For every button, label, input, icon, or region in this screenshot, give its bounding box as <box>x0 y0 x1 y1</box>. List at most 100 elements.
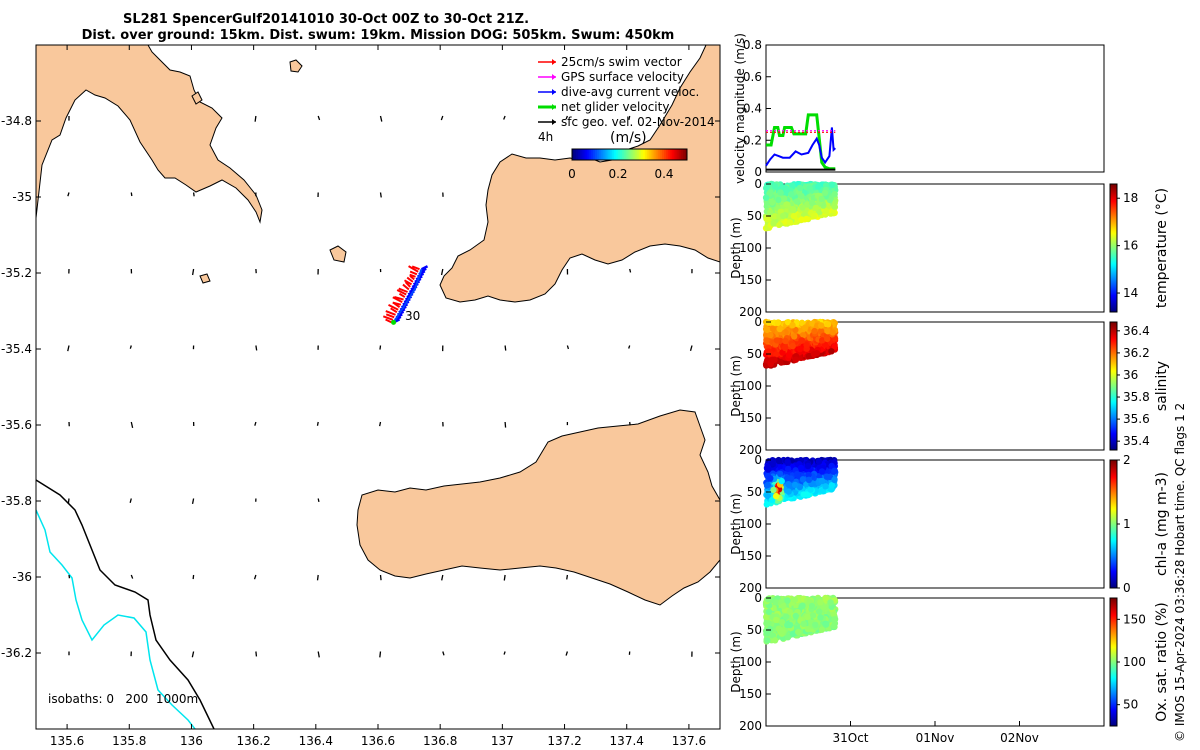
section-colorbar-segment <box>1110 340 1117 343</box>
section-colorbar-segment <box>1110 498 1117 501</box>
section-colorbar-segment <box>1110 380 1117 383</box>
section-colorbar-segment <box>1110 344 1117 347</box>
section-colorbar-segment <box>1110 536 1117 539</box>
surface-velocity-arrow <box>689 345 693 351</box>
colorbar-segment <box>642 149 646 160</box>
section-colorbar-segment <box>1110 356 1117 359</box>
section-colorbar-segment <box>1110 346 1117 349</box>
section-colorbar-segment <box>1110 682 1117 685</box>
section-colorbar-segment <box>1110 552 1117 555</box>
section-colorbar-segment <box>1110 512 1117 515</box>
map-y-tick-label: -35.2 <box>1 266 32 280</box>
track-day-label: 30 <box>405 309 420 323</box>
section-colorbar-segment <box>1110 294 1117 297</box>
surface-velocity-arrow <box>503 651 506 655</box>
section-datapoint <box>824 335 831 343</box>
section-colorbar-segment <box>1110 256 1117 259</box>
velocity-y-tick-label: 0.2 <box>743 133 762 147</box>
section-datapoint <box>791 333 798 340</box>
section-datapoint <box>809 320 816 327</box>
map-y-tick-label: -36 <box>12 570 32 584</box>
section-colorbar-segment <box>1110 642 1117 645</box>
section-colorbar-segment <box>1110 328 1117 331</box>
section-datapoint <box>829 329 836 336</box>
section-colorbar-segment <box>1110 560 1117 563</box>
surface-velocity-arrow <box>129 498 132 503</box>
section-colorbar-segment <box>1110 184 1117 187</box>
colorbar-segment <box>633 149 636 160</box>
colorbar-segment <box>589 149 592 160</box>
section-datapoint <box>803 215 810 223</box>
section-colorbar-tick-label: 14 <box>1123 286 1138 300</box>
colorbar-segment <box>602 149 606 160</box>
surface-velocity-arrow <box>628 115 631 121</box>
section-datapoint <box>799 204 806 211</box>
land-kangaroo-island <box>356 409 720 606</box>
swim-vector <box>392 301 402 306</box>
swim-vector <box>403 279 413 286</box>
section-colorbar-segment <box>1110 478 1117 481</box>
isobath-1000 <box>36 509 196 729</box>
section-panel: 0 50 100 150 200 Depth (m) 14 16 18 temperature (… <box>729 177 1170 319</box>
colorbar-frame <box>571 148 688 161</box>
section-datapoint <box>803 341 810 349</box>
section-datapoint <box>772 351 780 358</box>
section-colorbar-segment <box>1110 260 1117 263</box>
figure-title-line1: SL281 SpencerGulf20141010 30-Oct 00Z to … <box>123 12 529 27</box>
section-colorbar-segment <box>1110 446 1117 449</box>
section-colorbar-segment <box>1110 696 1117 699</box>
section-datapoint <box>783 201 790 208</box>
section-colorbar-segment <box>1110 232 1117 235</box>
surface-velocity-arrow <box>254 115 257 122</box>
colorbar-segment <box>673 149 676 160</box>
section-colorbar-segment <box>1110 658 1117 661</box>
section-datapoint <box>828 348 835 355</box>
swim-vector <box>402 283 410 291</box>
section-colorbar-segment <box>1110 542 1117 545</box>
section-colorbar-segment <box>1110 540 1117 543</box>
section-colorbar-tick-label: 35.8 <box>1123 390 1150 404</box>
section-y-tick-label: 100 <box>739 241 762 255</box>
section-colorbar-segment <box>1110 494 1117 497</box>
section-datapoint <box>785 488 792 495</box>
surface-velocity-arrow <box>379 421 382 427</box>
section-colorbar-segment <box>1110 656 1117 659</box>
section-datapoint <box>805 471 812 479</box>
section-colorbar-segment <box>1110 572 1117 575</box>
section-colorbar-segment <box>1110 370 1117 373</box>
colorbar-segment <box>616 149 619 160</box>
section-datapoint <box>784 597 791 604</box>
section-colorbar-segment <box>1110 368 1117 371</box>
swim-vector <box>390 307 398 314</box>
section-colorbar-segment <box>1110 186 1117 189</box>
section-datapoint <box>821 189 829 197</box>
section-datapoint <box>818 322 825 329</box>
track-start-marker <box>391 319 397 325</box>
section-datapoint <box>831 343 838 350</box>
section-datapoint <box>804 462 812 470</box>
map-y-tick-label: -34.8 <box>1 114 32 128</box>
section-colorbar-segment <box>1110 350 1117 353</box>
section-colorbar-segment <box>1110 600 1117 603</box>
section-colorbar-segment <box>1110 220 1117 223</box>
section-datapoint <box>799 476 807 483</box>
section-colorbar-frame <box>1109 183 1118 313</box>
section-colorbar-segment <box>1110 410 1117 413</box>
section-datapoint <box>768 356 775 364</box>
section-colorbar-segment <box>1110 712 1117 715</box>
section-colorbar-segment <box>1110 468 1117 471</box>
section-datapoint <box>823 208 830 215</box>
section-datapoint <box>793 471 801 478</box>
section-datapoint <box>763 501 770 508</box>
section-colorbar-segment <box>1110 606 1117 609</box>
swim-vector <box>404 281 411 288</box>
surface-velocity-arrow <box>379 574 382 581</box>
section-colorbar-segment <box>1110 666 1117 669</box>
colorbar-segment <box>665 149 669 160</box>
section-colorbar-segment <box>1110 354 1117 357</box>
section-colorbar-segment <box>1110 272 1117 275</box>
section-datapoint <box>763 326 771 334</box>
section-colorbar-segment <box>1110 692 1117 695</box>
legend-arrowhead <box>552 59 556 65</box>
